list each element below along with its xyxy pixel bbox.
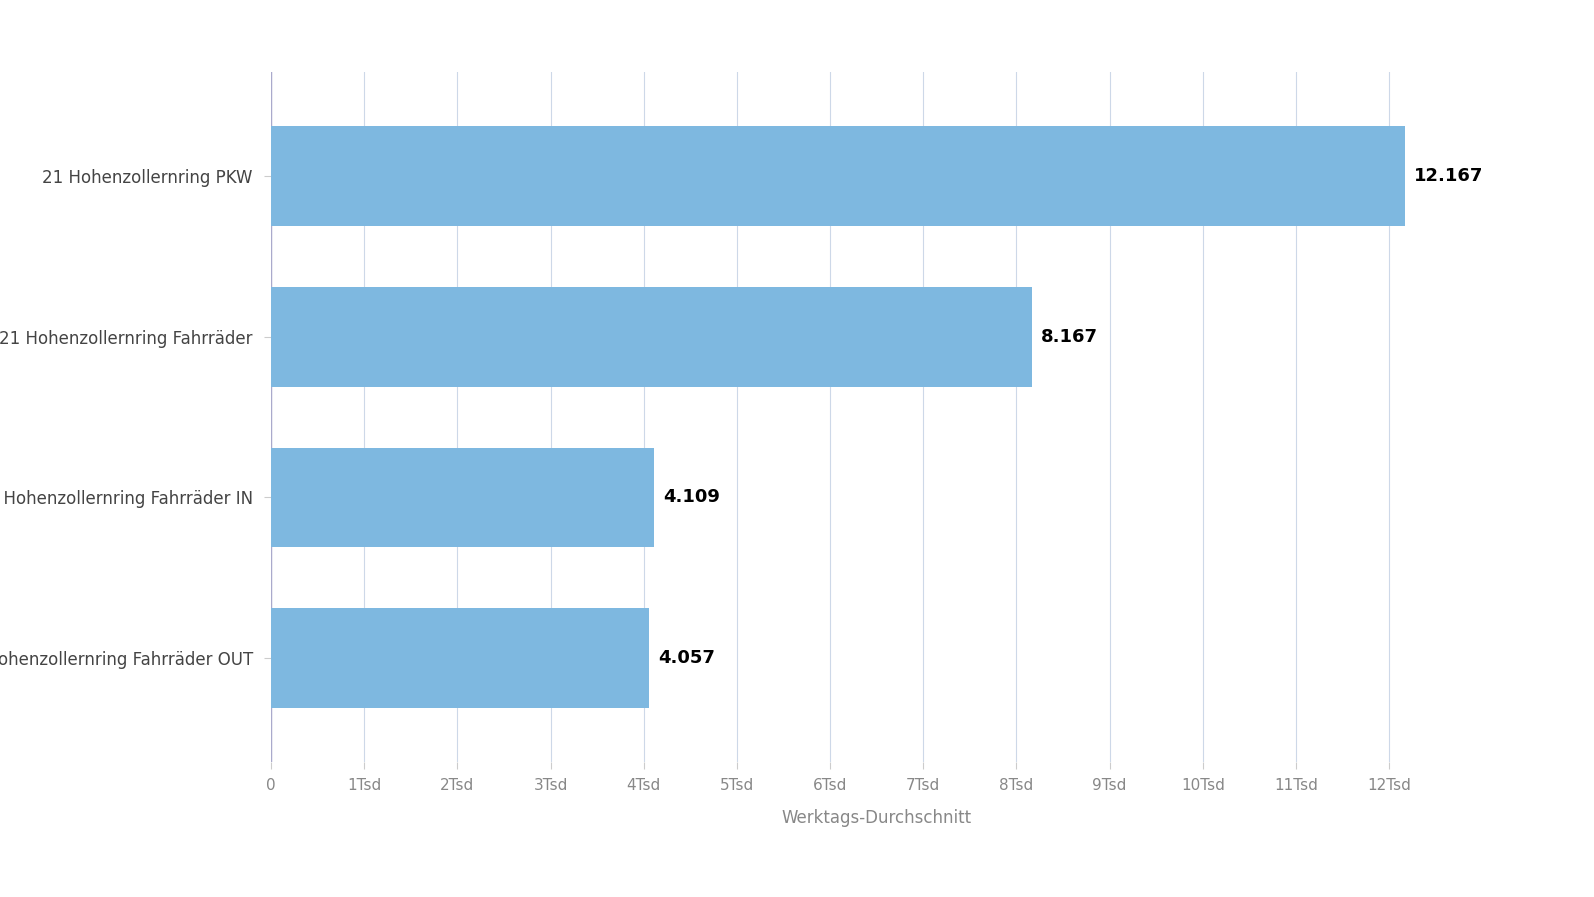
Bar [271,126,1404,226]
Text: 4.109: 4.109 [663,489,720,507]
Bar [271,608,649,708]
Text: 12.167: 12.167 [1414,167,1484,185]
Text: 4.057: 4.057 [658,649,716,667]
Text: 8.167: 8.167 [1041,327,1098,345]
X-axis label: Werktags-Durchschnitt: Werktags-Durchschnitt [781,809,972,827]
Bar [271,448,654,547]
Bar [271,287,1031,387]
